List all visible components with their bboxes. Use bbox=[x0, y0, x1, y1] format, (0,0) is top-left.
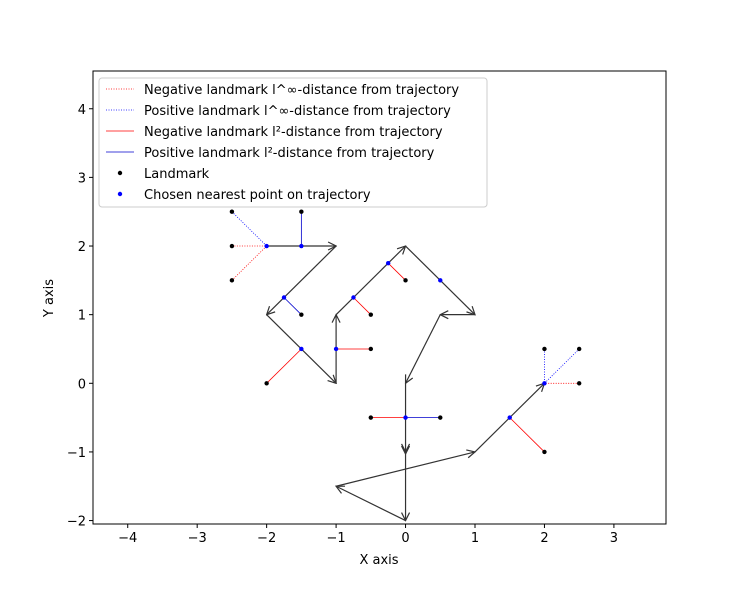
y-tick-label: 0 bbox=[78, 377, 86, 392]
landmark-point bbox=[576, 346, 582, 352]
connector-layer bbox=[231, 211, 580, 453]
nearest-point bbox=[438, 278, 443, 283]
x-axis-ticks: −4 −3 −2 −1 0 1 2 3 bbox=[118, 524, 618, 546]
x-tick-label: −4 bbox=[118, 531, 137, 546]
legend-label-pos-linf: Positive landmark l^∞-distance from traj… bbox=[144, 104, 451, 119]
landmark-point bbox=[542, 449, 547, 455]
connector-pos-l2 bbox=[283, 297, 302, 315]
connector-neg-l2 bbox=[353, 297, 372, 315]
landmark-point bbox=[368, 312, 374, 317]
x-tick-label: −1 bbox=[327, 531, 346, 546]
landmark-point bbox=[229, 209, 235, 214]
x-axis-label: X axis bbox=[359, 553, 398, 568]
x-tick-label: 0 bbox=[401, 531, 409, 546]
landmark-point bbox=[542, 346, 547, 352]
landmark-point bbox=[403, 278, 408, 283]
x-tick-label: 3 bbox=[610, 531, 618, 546]
connector-neg-l2 bbox=[266, 348, 302, 384]
nearest-point-layer bbox=[264, 243, 547, 420]
landmark-point bbox=[368, 346, 374, 352]
landmark-point bbox=[229, 243, 235, 249]
landmark-point bbox=[264, 381, 269, 386]
connector-neg-l2 bbox=[509, 417, 545, 453]
landmark-point bbox=[299, 209, 304, 214]
nearest-point bbox=[385, 260, 391, 266]
x-tick-label: 2 bbox=[540, 531, 548, 546]
x-tick-label: −3 bbox=[188, 531, 207, 546]
legend-label-neg-linf: Negative landmark l^∞-distance from traj… bbox=[144, 83, 459, 98]
connector-pos-linf bbox=[231, 211, 267, 247]
y-tick-label: 1 bbox=[78, 309, 86, 324]
legend-frame bbox=[98, 77, 488, 208]
landmark-point bbox=[438, 415, 443, 420]
nearest-point bbox=[542, 381, 547, 386]
legend-label-landmark: Landmark bbox=[144, 167, 210, 182]
y-axis-label: Y axis bbox=[42, 279, 57, 318]
x-tick-label: 1 bbox=[471, 531, 479, 546]
connector-neg-linf bbox=[231, 245, 267, 281]
landmark-point bbox=[229, 278, 235, 283]
y-tick-label: 2 bbox=[78, 240, 86, 255]
nearest-point bbox=[507, 415, 512, 420]
legend: Negative landmark l^∞-distance from traj… bbox=[98, 77, 488, 208]
legend-label-pos-l2: Positive landmark l²-distance from traje… bbox=[144, 146, 435, 161]
trajectory-arrow bbox=[406, 314, 441, 384]
legend-handle-landmark bbox=[117, 170, 123, 176]
landmark-layer bbox=[229, 209, 582, 455]
nearest-point bbox=[299, 346, 304, 352]
y-axis-ticks: −2 −1 0 1 2 3 4 bbox=[67, 103, 93, 530]
trajectory-arrow bbox=[267, 245, 337, 315]
trajectory-arrow bbox=[336, 486, 406, 522]
legend-label-nearest: Chosen nearest point on trajectory bbox=[144, 188, 371, 203]
nearest-point bbox=[264, 243, 269, 249]
connector-pos-linf bbox=[544, 348, 580, 384]
landmark-point bbox=[368, 415, 374, 420]
nearest-point bbox=[351, 295, 356, 300]
landmark-point bbox=[576, 381, 582, 386]
nearest-point bbox=[333, 346, 339, 352]
trajectory-arrow bbox=[335, 452, 475, 487]
nearest-point bbox=[281, 295, 287, 300]
y-tick-label: 3 bbox=[78, 171, 86, 186]
plot-frame bbox=[92, 70, 667, 525]
nearest-point bbox=[403, 415, 408, 420]
y-tick-label: −2 bbox=[67, 515, 86, 530]
trajectory-arrow bbox=[335, 246, 405, 316]
landmark-point bbox=[299, 312, 304, 317]
connector-neg-l2 bbox=[387, 262, 406, 281]
legend-handle-nearest bbox=[117, 191, 123, 197]
legend-label-neg-l2: Negative landmark l²-distance from traje… bbox=[144, 125, 443, 140]
nearest-point bbox=[299, 243, 304, 249]
y-tick-label: −1 bbox=[67, 446, 86, 461]
x-tick-label: −2 bbox=[257, 531, 276, 546]
y-tick-label: 4 bbox=[78, 103, 86, 118]
